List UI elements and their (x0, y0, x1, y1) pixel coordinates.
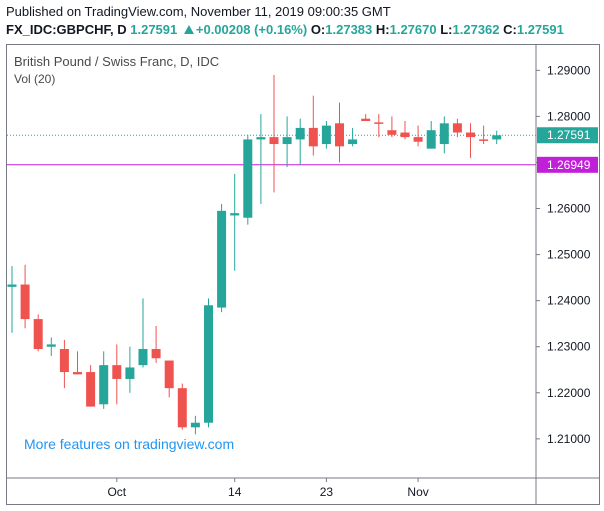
current-price-tag: 1.27591 (547, 128, 591, 142)
low-label: L: (440, 22, 453, 37)
x-tick-label: Nov (407, 485, 428, 499)
x-tick-label: 14 (228, 485, 242, 499)
horizontal-level-tag: 1.26949 (547, 158, 591, 172)
candle-body[interactable] (374, 122, 384, 124)
candle-body[interactable] (348, 139, 358, 145)
candle-body[interactable] (256, 137, 266, 140)
candle-body[interactable] (361, 118, 371, 122)
y-tick-label: 1.22000 (547, 386, 591, 400)
candle-body[interactable] (86, 372, 96, 407)
high-label: H: (375, 22, 390, 37)
y-tick-label: 1.25000 (547, 248, 591, 262)
current-price-tag-bg (537, 127, 598, 144)
candle-body[interactable] (452, 123, 462, 133)
candle-body[interactable] (400, 132, 410, 138)
open-label: O: (310, 22, 326, 37)
candle-body[interactable] (466, 132, 475, 138)
y-tick-label: 1.26000 (547, 202, 591, 216)
symbol-label: FX_IDC:GBPCHF, D (6, 22, 127, 37)
y-tick-label: 1.29000 (547, 63, 591, 77)
candle-body[interactable] (243, 139, 253, 218)
candle-body[interactable] (138, 349, 148, 366)
candle-body[interactable] (112, 365, 122, 379)
candle-body[interactable] (308, 127, 318, 147)
candle-body[interactable] (439, 123, 449, 145)
candle-body[interactable] (151, 349, 161, 359)
candle-body[interactable] (413, 137, 423, 142)
y-tick-label: 1.21000 (547, 432, 591, 446)
candle-body[interactable] (204, 305, 213, 423)
candle-body[interactable] (177, 388, 187, 428)
candle-body[interactable] (125, 367, 135, 379)
candle-body[interactable] (335, 123, 344, 147)
candle-body[interactable] (492, 135, 502, 140)
high-value: 1.27670 (389, 22, 437, 37)
candle-body[interactable] (33, 319, 43, 350)
candle-body[interactable] (295, 127, 305, 140)
y-tick-label: 1.28000 (547, 109, 591, 123)
candle-body[interactable] (59, 349, 69, 373)
candle-body[interactable] (217, 210, 227, 308)
candle-body[interactable] (46, 344, 56, 347)
last-price: 1.27591 (130, 22, 178, 37)
candle-body[interactable] (73, 372, 82, 375)
candle-body[interactable] (269, 137, 279, 145)
candle-body[interactable] (99, 365, 109, 405)
candle-body[interactable] (7, 284, 17, 287)
up-arrow-icon (183, 25, 194, 34)
candle-body[interactable] (479, 139, 489, 141)
published-line: Published on TradingView.com, November 1… (6, 4, 391, 19)
close-value: 1.27591 (516, 22, 564, 37)
close-label: C: (503, 22, 517, 37)
y-tick-label: 1.24000 (547, 294, 591, 308)
change-value: +0.00208 (+0.16%) (195, 22, 308, 37)
chart-legend-title: British Pound / Swiss Franc, D, IDC (14, 54, 220, 69)
low-value: 1.27362 (452, 22, 500, 37)
volume-legend[interactable]: Vol (20) (14, 72, 56, 86)
x-tick-label: 23 (320, 485, 334, 499)
open-value: 1.27383 (325, 22, 373, 37)
chart-frame[interactable] (6, 44, 600, 505)
candle-body[interactable] (321, 125, 331, 145)
y-tick-label: 1.23000 (547, 340, 591, 354)
candle-body[interactable] (282, 137, 292, 145)
horizontal-level-tag-bg (537, 156, 598, 173)
promo-link[interactable]: More features on tradingview.com (24, 436, 235, 452)
candle-body[interactable] (426, 130, 436, 149)
candle-body[interactable] (190, 422, 200, 428)
candle-body[interactable] (230, 213, 240, 216)
x-tick-label: Oct (107, 485, 126, 499)
candle-body[interactable] (387, 130, 397, 135)
candle-body[interactable] (20, 284, 30, 320)
ohlc-header: FX_IDC:GBPCHF, D 1.27591 +0.00208 (+0.16… (6, 22, 564, 37)
candle-body[interactable] (164, 360, 174, 389)
